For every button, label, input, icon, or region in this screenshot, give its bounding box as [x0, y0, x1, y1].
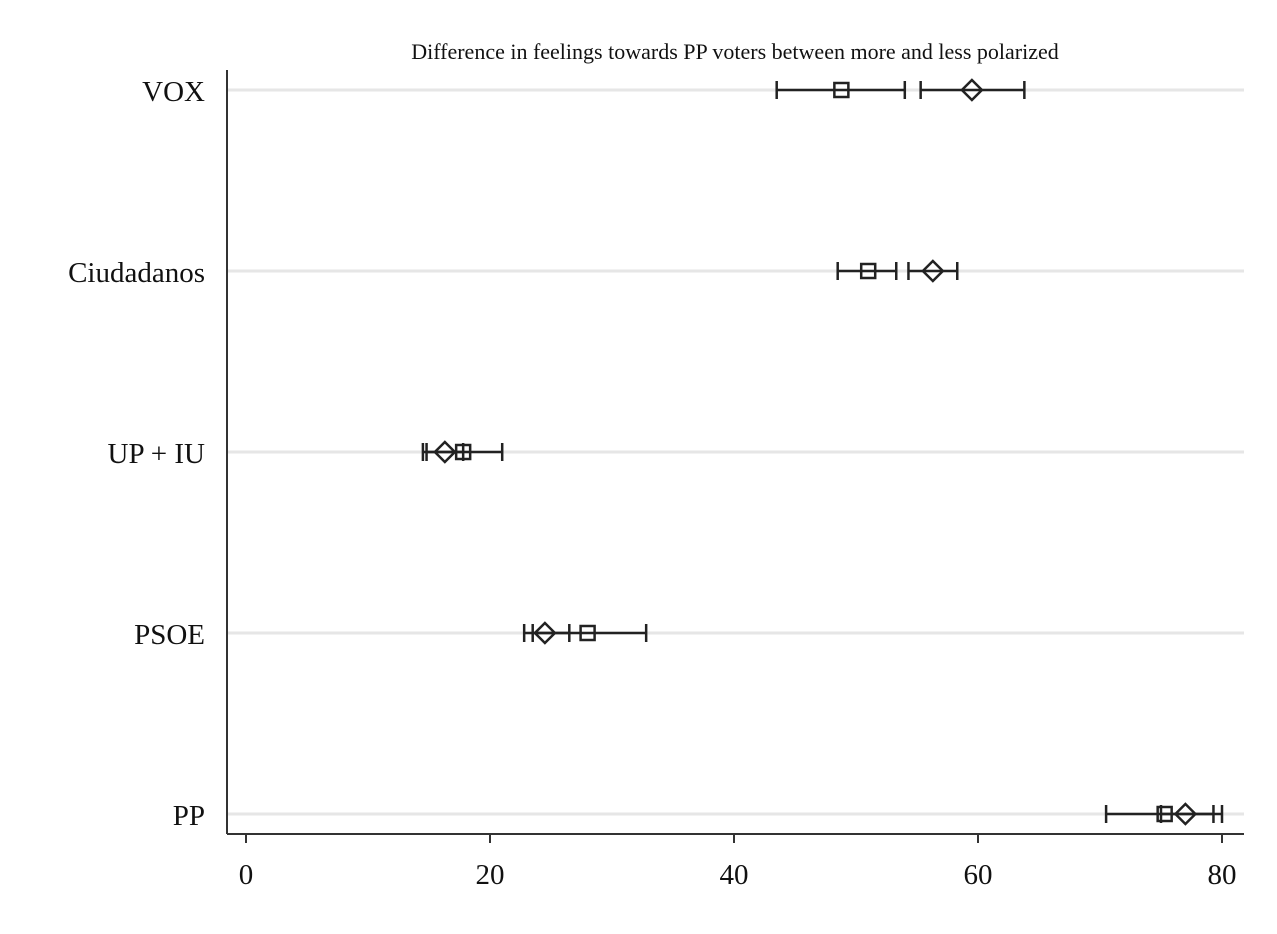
- chart-title: Difference in feelings towards PP voters…: [411, 39, 1059, 64]
- x-tick-label: 40: [720, 859, 749, 891]
- x-tick-label: 60: [964, 859, 993, 891]
- gridlines: [228, 88, 1244, 816]
- diamond-marker: [433, 440, 457, 464]
- axes: [226, 70, 1244, 843]
- x-tick-labels: 0 20 40 60 80: [239, 859, 1237, 891]
- data-marks: [421, 78, 1224, 826]
- category-label: VOX: [142, 76, 205, 108]
- diamond-marker: [533, 621, 557, 645]
- category-labels: VOX Ciudadanos UP + IU PSOE PP: [68, 76, 205, 832]
- square-marker: [579, 624, 596, 642]
- category-label: PSOE: [134, 619, 205, 651]
- square-marker: [833, 81, 850, 99]
- diamond-marker: [960, 78, 984, 102]
- x-tick-label: 0: [239, 859, 254, 891]
- square-marker: [1156, 805, 1173, 823]
- diamond-marker: [921, 259, 945, 283]
- x-tick-label: 80: [1208, 859, 1237, 891]
- category-label: UP + IU: [108, 438, 206, 470]
- x-tick-label: 20: [476, 859, 505, 891]
- square-marker: [859, 262, 877, 280]
- category-label: PP: [173, 800, 205, 832]
- diamond-marker: [1173, 802, 1198, 826]
- category-label: Ciudadanos: [68, 257, 205, 289]
